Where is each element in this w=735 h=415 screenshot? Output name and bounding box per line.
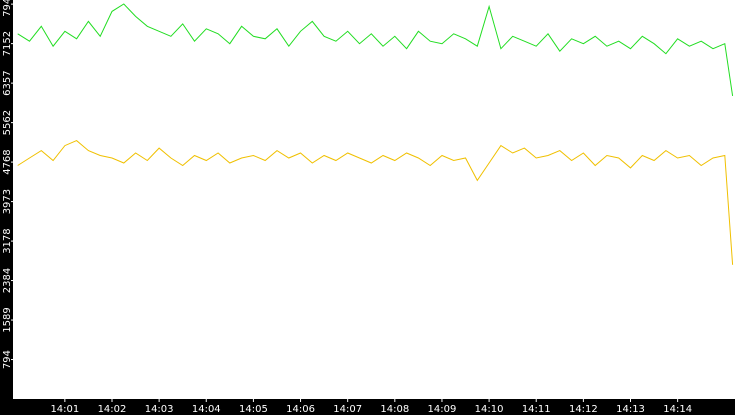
y-tick-label: 4768	[2, 149, 13, 174]
x-tick-label: 14:12	[569, 404, 598, 415]
x-tick-label: 14:10	[475, 404, 504, 415]
y-tick-label: 2384	[2, 268, 13, 293]
y-tick-label: 3178	[2, 228, 13, 253]
x-tick-label: 14:05	[239, 404, 268, 415]
series-line	[17, 140, 734, 265]
y-tick-label: 1589	[2, 307, 13, 332]
x-tick-label: 14:11	[522, 404, 551, 415]
x-tick-label: 14:09	[428, 404, 457, 415]
x-tick-label: 14:04	[192, 404, 221, 415]
x-tick-label: 14:06	[286, 404, 315, 415]
y-tick-label: 7152	[2, 31, 13, 56]
y-axis-strip	[0, 0, 13, 415]
x-tick-label: 14:01	[50, 404, 79, 415]
y-tick-label: 7947	[2, 0, 13, 17]
x-tick-label: 14:07	[333, 404, 362, 415]
series-line	[17, 3, 734, 96]
x-tick-label: 14:03	[145, 404, 174, 415]
x-tick-label: 14:13	[616, 404, 645, 415]
y-tick-label: 6357	[2, 70, 13, 95]
y-tick-label: 794	[2, 350, 13, 369]
y-tick-label: 5562	[2, 110, 13, 135]
y-tick-label: 3973	[2, 189, 13, 214]
x-tick-label: 14:08	[380, 404, 409, 415]
x-axis-strip	[0, 399, 735, 415]
x-tick-label: 14:02	[98, 404, 127, 415]
x-tick-label: 14:14	[663, 404, 692, 415]
